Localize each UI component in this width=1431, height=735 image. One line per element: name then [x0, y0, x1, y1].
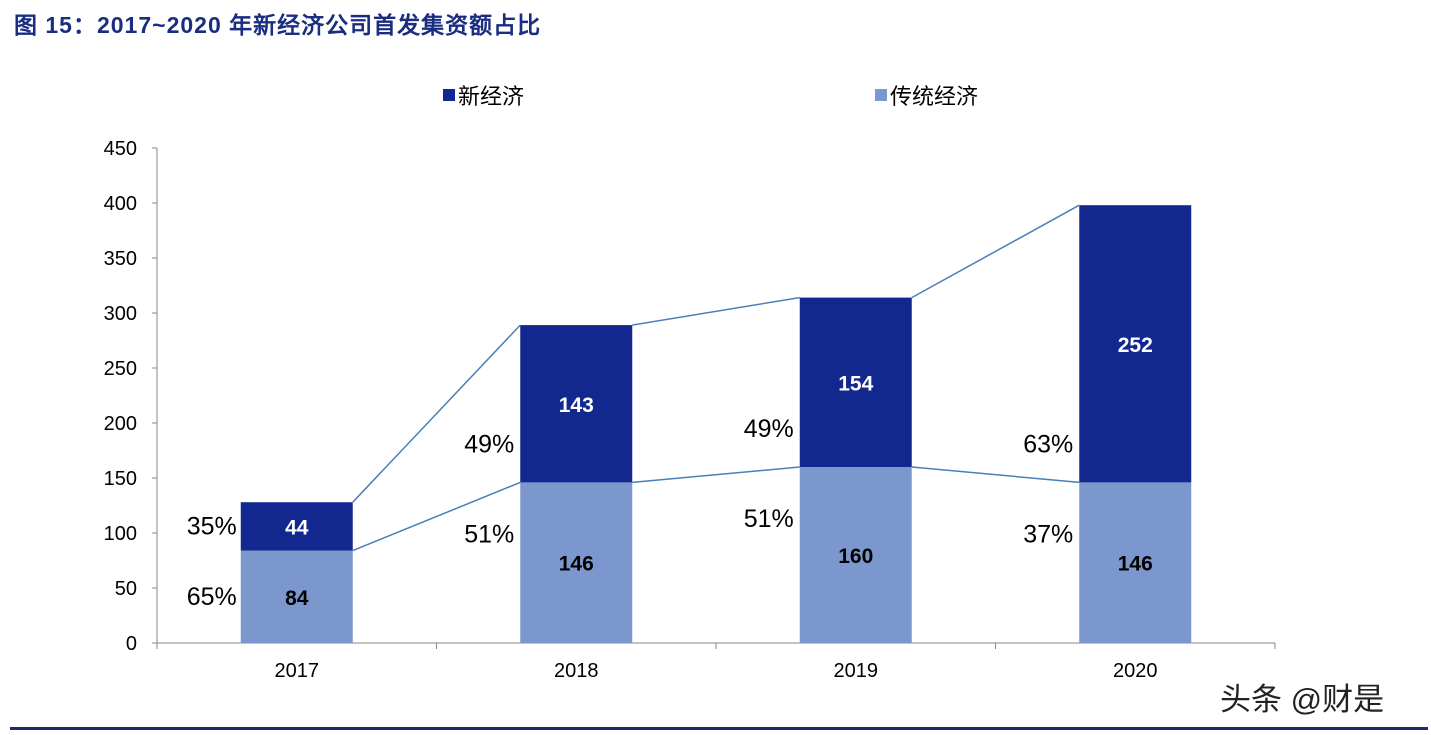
y-tick-label: 400 [104, 193, 137, 215]
y-tick-label: 300 [104, 303, 137, 325]
bar-value-label: 143 [559, 394, 594, 417]
total-connector-line [632, 296, 800, 326]
y-tick-label: 250 [104, 358, 137, 380]
legend-swatch [443, 89, 455, 101]
y-tick-label: 100 [104, 523, 137, 545]
bar-value-label: 146 [559, 553, 594, 576]
y-tick-label: 450 [104, 138, 137, 160]
bar-traditional [1079, 482, 1192, 643]
y-tick-label: 150 [104, 468, 137, 490]
y-tick-label: 200 [104, 413, 137, 435]
percent-label: 65% [187, 583, 237, 611]
y-tick-label: 0 [126, 633, 137, 655]
percent-label: 51% [744, 505, 794, 533]
total-connector-line [352, 324, 521, 503]
percent-label: 49% [464, 430, 514, 458]
chart-title: 图 15：2017~2020 年新经济公司首发集资额占比 [14, 12, 542, 38]
total-connector-line [911, 204, 1080, 299]
bar-new-economy [1079, 205, 1192, 483]
bar-new-economy [240, 502, 353, 551]
bar-value-label: 154 [838, 372, 873, 395]
bar-value-label: 44 [285, 516, 309, 539]
percent-label: 51% [464, 520, 514, 548]
percent-label: 35% [187, 512, 237, 540]
legend-label: 新经济 [458, 84, 524, 109]
x-tick-label: 2017 [275, 660, 320, 682]
boundary-connector-line [352, 481, 521, 552]
x-tick-label: 2019 [834, 660, 879, 682]
bottom-divider [10, 727, 1428, 730]
percent-label: 49% [744, 415, 794, 443]
percent-label: 37% [1023, 520, 1073, 548]
boundary-connector-line [632, 466, 800, 484]
bar-value-label: 252 [1118, 334, 1153, 357]
legend-label: 传统经济 [890, 84, 978, 109]
percent-label: 63% [1023, 430, 1073, 458]
watermark: 头条 @财是 [1220, 682, 1385, 717]
bar-traditional [240, 550, 353, 643]
bar-new-economy [520, 325, 633, 483]
bar-value-label: 84 [285, 587, 309, 610]
x-tick-label: 2020 [1113, 660, 1158, 682]
legend-swatch [875, 89, 887, 101]
x-tick-label: 2018 [554, 660, 599, 682]
bar-new-economy [799, 297, 912, 467]
y-tick-label: 350 [104, 248, 137, 270]
bar-traditional [799, 467, 912, 643]
bar-value-label: 160 [838, 545, 873, 568]
bar-traditional [520, 482, 633, 643]
boundary-connector-line [911, 466, 1080, 484]
bar-value-label: 146 [1118, 553, 1153, 576]
y-tick-label: 50 [115, 578, 137, 600]
